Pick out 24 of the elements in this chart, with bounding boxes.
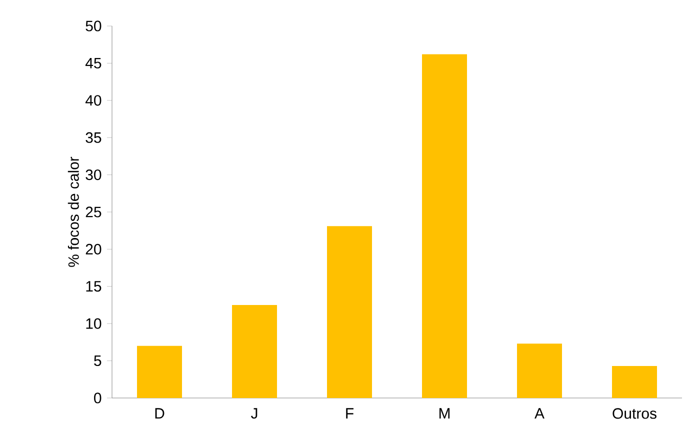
y-axis-title: % focos de calor bbox=[68, 156, 79, 267]
y-tick-label: 25 bbox=[86, 206, 102, 218]
y-tick-label: 5 bbox=[94, 356, 102, 366]
bar bbox=[517, 344, 562, 398]
x-tick-label: J bbox=[250, 408, 258, 419]
y-tick-label: 40 bbox=[85, 95, 102, 106]
bar bbox=[137, 346, 182, 398]
y-tick-label: 20 bbox=[86, 244, 102, 254]
y-tick-label: 30 bbox=[86, 169, 102, 180]
y-tick-label: 50 bbox=[86, 20, 102, 32]
bar bbox=[327, 226, 372, 398]
bar bbox=[422, 54, 468, 398]
x-tick-label: A bbox=[534, 408, 544, 419]
x-tick-label: M bbox=[439, 408, 450, 419]
x-tick-label: Outros bbox=[612, 408, 656, 419]
x-tick-label: F bbox=[346, 408, 354, 419]
y-tick-label: 45 bbox=[85, 58, 102, 68]
x-tick-label: D bbox=[155, 408, 164, 419]
y-tick-label: 15 bbox=[86, 281, 102, 292]
y-tick-label: 10 bbox=[86, 318, 102, 329]
y-tick-label: 35 bbox=[86, 132, 102, 143]
y-tick-label: 0 bbox=[94, 392, 102, 404]
bar bbox=[232, 304, 278, 398]
bar bbox=[612, 366, 657, 398]
